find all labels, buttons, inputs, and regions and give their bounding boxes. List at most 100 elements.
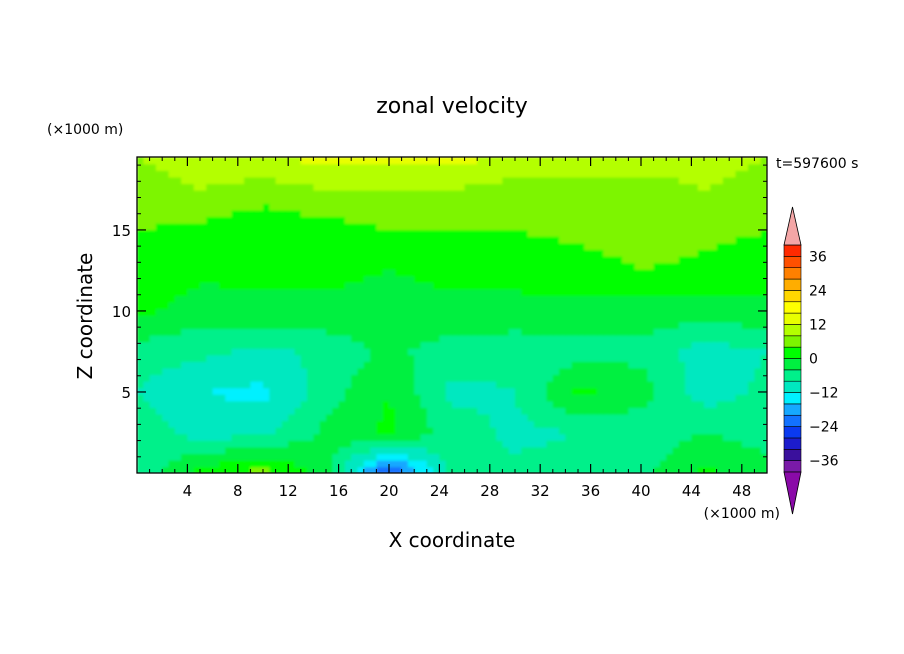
contour-cell [326,229,334,237]
contour-cell [470,282,478,290]
contour-cell [187,433,195,441]
contour-cell [584,315,592,323]
contour-cell [483,420,491,428]
contour-cell [281,242,289,250]
contour-cell [244,216,252,224]
contour-cell [697,446,705,455]
contour-cell [452,433,460,441]
contour-cell [678,196,686,204]
contour-cell [489,163,497,171]
contour-cell [546,354,554,362]
contour-cell [477,170,485,178]
contour-cell [326,453,334,461]
contour-cell [237,242,245,250]
contour-cell [628,354,636,362]
contour-cell [578,163,586,171]
contour-cell [527,242,535,250]
contour-cell [653,453,661,461]
contour-cell [508,433,516,441]
contour-cell [489,262,497,270]
contour-cell [666,157,674,165]
contour-cell [376,229,384,237]
contour-cell [174,308,182,316]
contour-cell [754,288,762,297]
contour-cell [187,387,195,395]
contour-cell [641,236,649,244]
contour-cell [691,413,699,422]
contour-cell [382,196,390,204]
contour-cell [628,420,636,428]
contour-cell [748,295,756,303]
contour-cell [565,203,573,211]
contour-cell [439,387,447,395]
contour-cell [596,229,604,237]
contour-cell [439,394,447,402]
contour-cell [363,222,371,231]
contour-cell [344,242,352,250]
contour-cell [483,374,491,382]
contour-cell [149,380,157,389]
contour-cell [389,374,397,382]
contour-cell [691,407,699,415]
contour-cell [748,453,756,461]
contour-cell [722,321,730,329]
contour-cell [653,216,661,224]
contour-cell [433,387,441,395]
contour-cell [137,341,145,349]
contour-cell [389,216,397,224]
contour-cell [395,380,403,389]
contour-cell [231,189,239,198]
contour-cell [433,354,441,362]
contour-cell [401,196,409,204]
contour-cell [351,170,359,178]
contour-cell [590,453,598,461]
contour-cell [200,255,208,264]
contour-cell [326,216,334,224]
contour-cell [729,288,737,297]
x-unit-note: (×1000 m) [704,506,780,522]
contour-cell [489,268,497,277]
contour-cell [269,413,277,422]
contour-cell [445,407,453,415]
contour-cell [162,301,170,310]
contour-cell [502,459,510,468]
contour-cell [685,229,693,237]
contour-cell [540,394,548,402]
contour-cell [332,176,340,185]
contour-cell [174,216,182,224]
contour-cell [439,222,447,231]
contour-cell [565,308,573,316]
contour-cell [395,321,403,329]
contour-cell [609,407,617,415]
contour-cell [603,157,611,165]
contour-cell [527,216,535,224]
contour-cell [363,426,371,435]
contour-cell [672,268,680,277]
contour-cell [200,367,208,376]
contour-cell [174,328,182,336]
contour-cell [603,354,611,362]
contour-cell [559,163,567,171]
contour-cell [596,426,604,435]
contour-cell [420,367,428,376]
contour-cell [168,347,176,356]
contour-cell [344,347,352,356]
contour-cell [168,446,176,455]
contour-cell [559,295,567,303]
contour-cell [691,367,699,376]
contour-cell [552,176,560,185]
contour-cell [678,255,686,264]
contour-cell [351,229,359,237]
contour-cell [237,433,245,441]
contour-cell [741,394,749,402]
contour-cell [559,466,567,473]
contour-cell [634,288,642,297]
contour-cell [433,367,441,376]
contour-cell [338,315,346,323]
contour-cell [559,183,567,191]
contour-cell [281,453,289,461]
contour-cell [546,420,554,428]
contour-cell [300,466,308,473]
contour-cell [218,407,226,415]
contour-cell [231,170,239,178]
